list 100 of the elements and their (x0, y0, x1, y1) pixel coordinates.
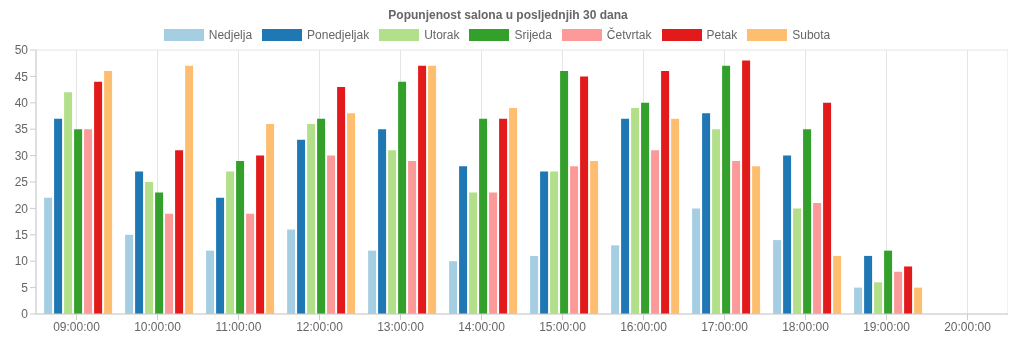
bar (641, 102, 650, 314)
bar (246, 213, 255, 314)
bar (135, 171, 144, 314)
bar (854, 287, 863, 314)
bar (793, 208, 802, 314)
bar (712, 129, 721, 314)
bar (590, 160, 599, 314)
legend-label: Subota (792, 28, 831, 42)
bar (378, 129, 387, 314)
bar (661, 71, 670, 314)
x-tick-label: 17:00:00 (701, 319, 749, 334)
bar (783, 155, 792, 314)
bar (803, 129, 812, 314)
bar (489, 192, 498, 314)
bar (773, 240, 782, 314)
legend-label: Četvrtak (606, 28, 652, 42)
bar (74, 129, 83, 314)
bar (530, 255, 539, 314)
x-tick-label: 10:00:00 (134, 319, 182, 334)
bar (914, 287, 923, 314)
y-tick-label: 40 (14, 96, 29, 111)
bar (580, 76, 589, 314)
bar (904, 266, 913, 314)
x-tick-label: 18:00:00 (782, 319, 830, 334)
bar (722, 65, 731, 314)
bar (833, 255, 842, 314)
y-tick-label: 20 (14, 201, 29, 216)
x-tick-label: 11:00:00 (215, 319, 262, 334)
bar (54, 118, 63, 314)
bar (256, 155, 265, 314)
bar (823, 102, 832, 314)
legend-label: Nedjelja (208, 28, 253, 42)
bar (347, 113, 356, 314)
legend-label: Ponedjeljak (307, 28, 370, 42)
legend-label: Srijeda (514, 28, 552, 42)
bar (408, 160, 417, 314)
bar (216, 197, 225, 314)
legend-label: Utorak (424, 28, 460, 42)
bar (894, 271, 903, 314)
y-tick-label: 10 (14, 254, 29, 269)
bar (428, 65, 437, 314)
bar (692, 208, 701, 314)
bar (287, 229, 296, 314)
y-tick-label: 30 (14, 148, 29, 163)
bar (175, 150, 184, 314)
bar (418, 65, 427, 314)
bar (297, 139, 306, 314)
bar (327, 155, 336, 314)
bar (398, 81, 407, 314)
bar (64, 92, 73, 314)
bar (104, 71, 113, 314)
x-tick-label: 09:00:00 (53, 319, 101, 334)
bar (611, 245, 620, 314)
bar (44, 197, 53, 314)
y-tick-label: 45 (14, 69, 29, 84)
bar (621, 118, 630, 314)
bar (702, 113, 711, 314)
bar (469, 192, 478, 314)
bar (165, 213, 174, 314)
bar (742, 60, 751, 314)
bar (459, 166, 468, 314)
x-tick-label: 16:00:00 (620, 319, 668, 334)
bar (84, 129, 93, 314)
bar (368, 250, 377, 314)
bar (570, 166, 579, 314)
x-tick-label: 13:00:00 (377, 319, 425, 334)
chart-title: Popunjenost salona u posljednjih 30 dana (387, 8, 629, 24)
bar (449, 261, 458, 314)
bar (884, 250, 893, 314)
x-tick-label: 20:00:00 (944, 319, 992, 334)
y-tick-label: 35 (14, 122, 29, 137)
bar (479, 118, 488, 314)
bar (752, 166, 761, 314)
x-tick-label: 14:00:00 (458, 319, 506, 334)
bar (671, 118, 680, 314)
x-tick-label: 12:00:00 (296, 319, 344, 334)
bar (732, 160, 741, 314)
bar (509, 108, 518, 314)
bar (226, 171, 235, 314)
y-tick-label: 0 (21, 307, 29, 322)
bar (864, 255, 873, 314)
bar (550, 171, 559, 314)
bar (317, 118, 326, 314)
bar (266, 123, 275, 314)
y-tick-label: 5 (21, 280, 29, 295)
bar (94, 81, 103, 314)
bar (651, 150, 660, 314)
bar (631, 108, 640, 314)
bar (337, 86, 346, 314)
bar (125, 234, 134, 314)
bar (388, 150, 397, 314)
y-tick-label: 15 (14, 228, 29, 243)
bar (540, 171, 549, 314)
bar (874, 282, 883, 314)
y-tick-label: 50 (14, 43, 29, 58)
bar (206, 250, 215, 314)
x-tick-label: 19:00:00 (863, 319, 911, 334)
bar (307, 123, 316, 314)
bar (145, 182, 154, 314)
y-tick-label: 25 (14, 175, 29, 190)
